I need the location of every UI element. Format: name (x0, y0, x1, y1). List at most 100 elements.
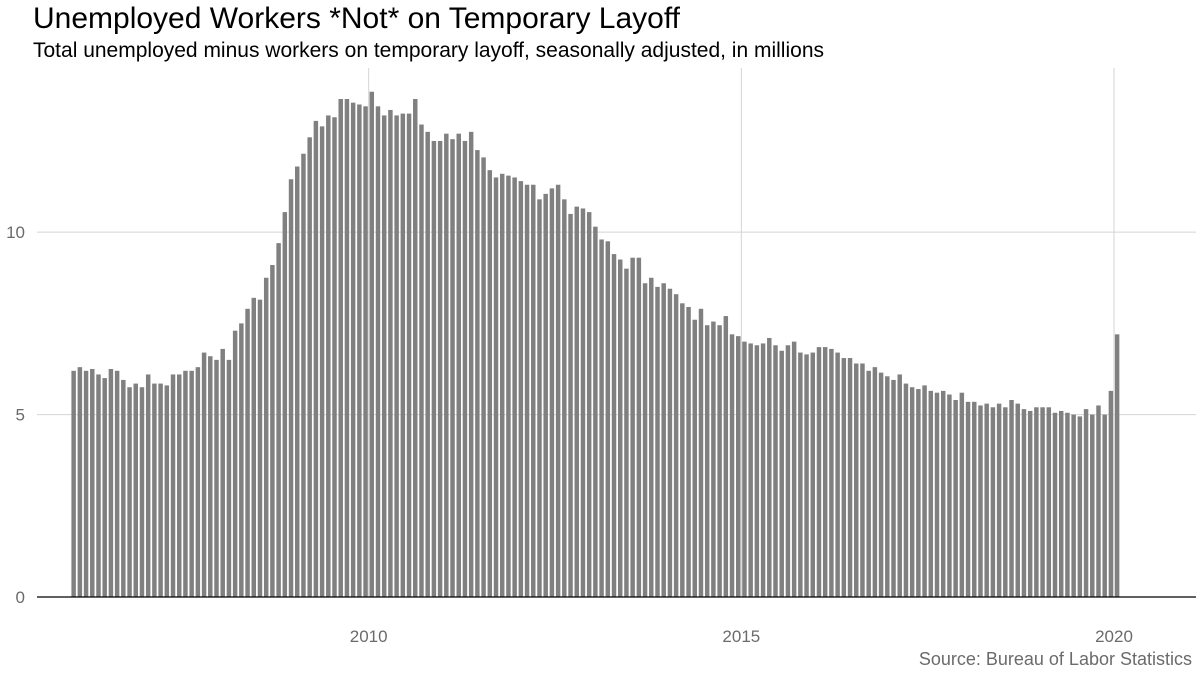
bar (1003, 407, 1008, 597)
bar (220, 348, 225, 597)
bar (909, 387, 915, 597)
bar (506, 175, 511, 597)
bar (928, 390, 934, 597)
bar (972, 401, 977, 597)
bar (338, 99, 343, 597)
bar (201, 352, 207, 597)
bar (183, 370, 188, 597)
bar (475, 150, 480, 597)
bar (350, 102, 356, 597)
bar (636, 257, 642, 597)
bar (680, 303, 685, 597)
bar (114, 370, 120, 597)
bar (686, 306, 691, 597)
bar (1090, 414, 1095, 597)
bar (829, 348, 834, 597)
bar (785, 345, 791, 597)
bar (854, 363, 859, 597)
bar (760, 343, 766, 597)
bar (96, 374, 101, 597)
bar (375, 106, 381, 598)
bar (83, 370, 89, 597)
bar (288, 179, 294, 598)
bar (214, 359, 219, 597)
bar (487, 170, 493, 597)
bar (208, 356, 213, 597)
bar (332, 117, 337, 598)
bar (885, 376, 890, 597)
bar (413, 99, 418, 597)
bar (661, 283, 666, 597)
bar (897, 374, 902, 597)
bar (139, 387, 145, 597)
bar (499, 173, 505, 598)
bar (978, 405, 983, 597)
bar (102, 378, 107, 597)
bar (232, 330, 238, 597)
bar (1108, 390, 1114, 597)
bar (586, 212, 592, 597)
bar (369, 91, 375, 597)
bar (984, 403, 989, 597)
bar (804, 354, 809, 597)
bar (251, 297, 257, 597)
bar (400, 113, 406, 597)
bar (512, 177, 517, 597)
bar (108, 368, 114, 597)
bar (357, 104, 362, 597)
bar (1071, 414, 1076, 597)
bar (773, 345, 778, 597)
bar (419, 124, 424, 597)
bar (1114, 334, 1120, 597)
bar (381, 115, 387, 598)
bar (903, 383, 909, 597)
y-tick-label: 10 (6, 223, 25, 242)
bar (1096, 405, 1101, 597)
x-tick-label: 2020 (1095, 627, 1133, 646)
bar (462, 140, 468, 597)
bar (1009, 399, 1014, 597)
bar (667, 288, 673, 597)
bar (922, 385, 927, 597)
bar (1040, 407, 1045, 597)
bar (121, 379, 126, 597)
bar (860, 363, 865, 597)
bar (624, 268, 629, 597)
bar (798, 352, 803, 597)
bar (164, 385, 170, 597)
bar (344, 99, 350, 597)
bar (282, 212, 288, 597)
bar (779, 350, 784, 597)
bar (748, 343, 753, 597)
bar (754, 345, 760, 597)
bar (394, 115, 399, 598)
bar (767, 337, 772, 597)
bar (822, 347, 828, 597)
bar (301, 153, 306, 597)
bar (189, 370, 194, 597)
bar (77, 367, 83, 597)
bar (1015, 403, 1020, 597)
bar (326, 115, 331, 598)
bar (450, 139, 455, 598)
bar (736, 336, 741, 597)
bar (481, 157, 486, 597)
bar (617, 259, 623, 597)
bar (841, 358, 847, 597)
bar (239, 323, 244, 597)
bar (673, 294, 679, 597)
bar (611, 254, 617, 597)
bar (729, 334, 735, 597)
bar (257, 299, 263, 597)
bar (1046, 407, 1052, 597)
bar (90, 368, 95, 597)
bar (742, 341, 747, 597)
bar (965, 401, 971, 597)
bar (145, 374, 151, 597)
bar (295, 166, 300, 597)
bar (195, 367, 201, 597)
bar (1077, 416, 1083, 597)
bar (524, 184, 530, 598)
bar (313, 120, 319, 598)
bar (655, 286, 660, 597)
